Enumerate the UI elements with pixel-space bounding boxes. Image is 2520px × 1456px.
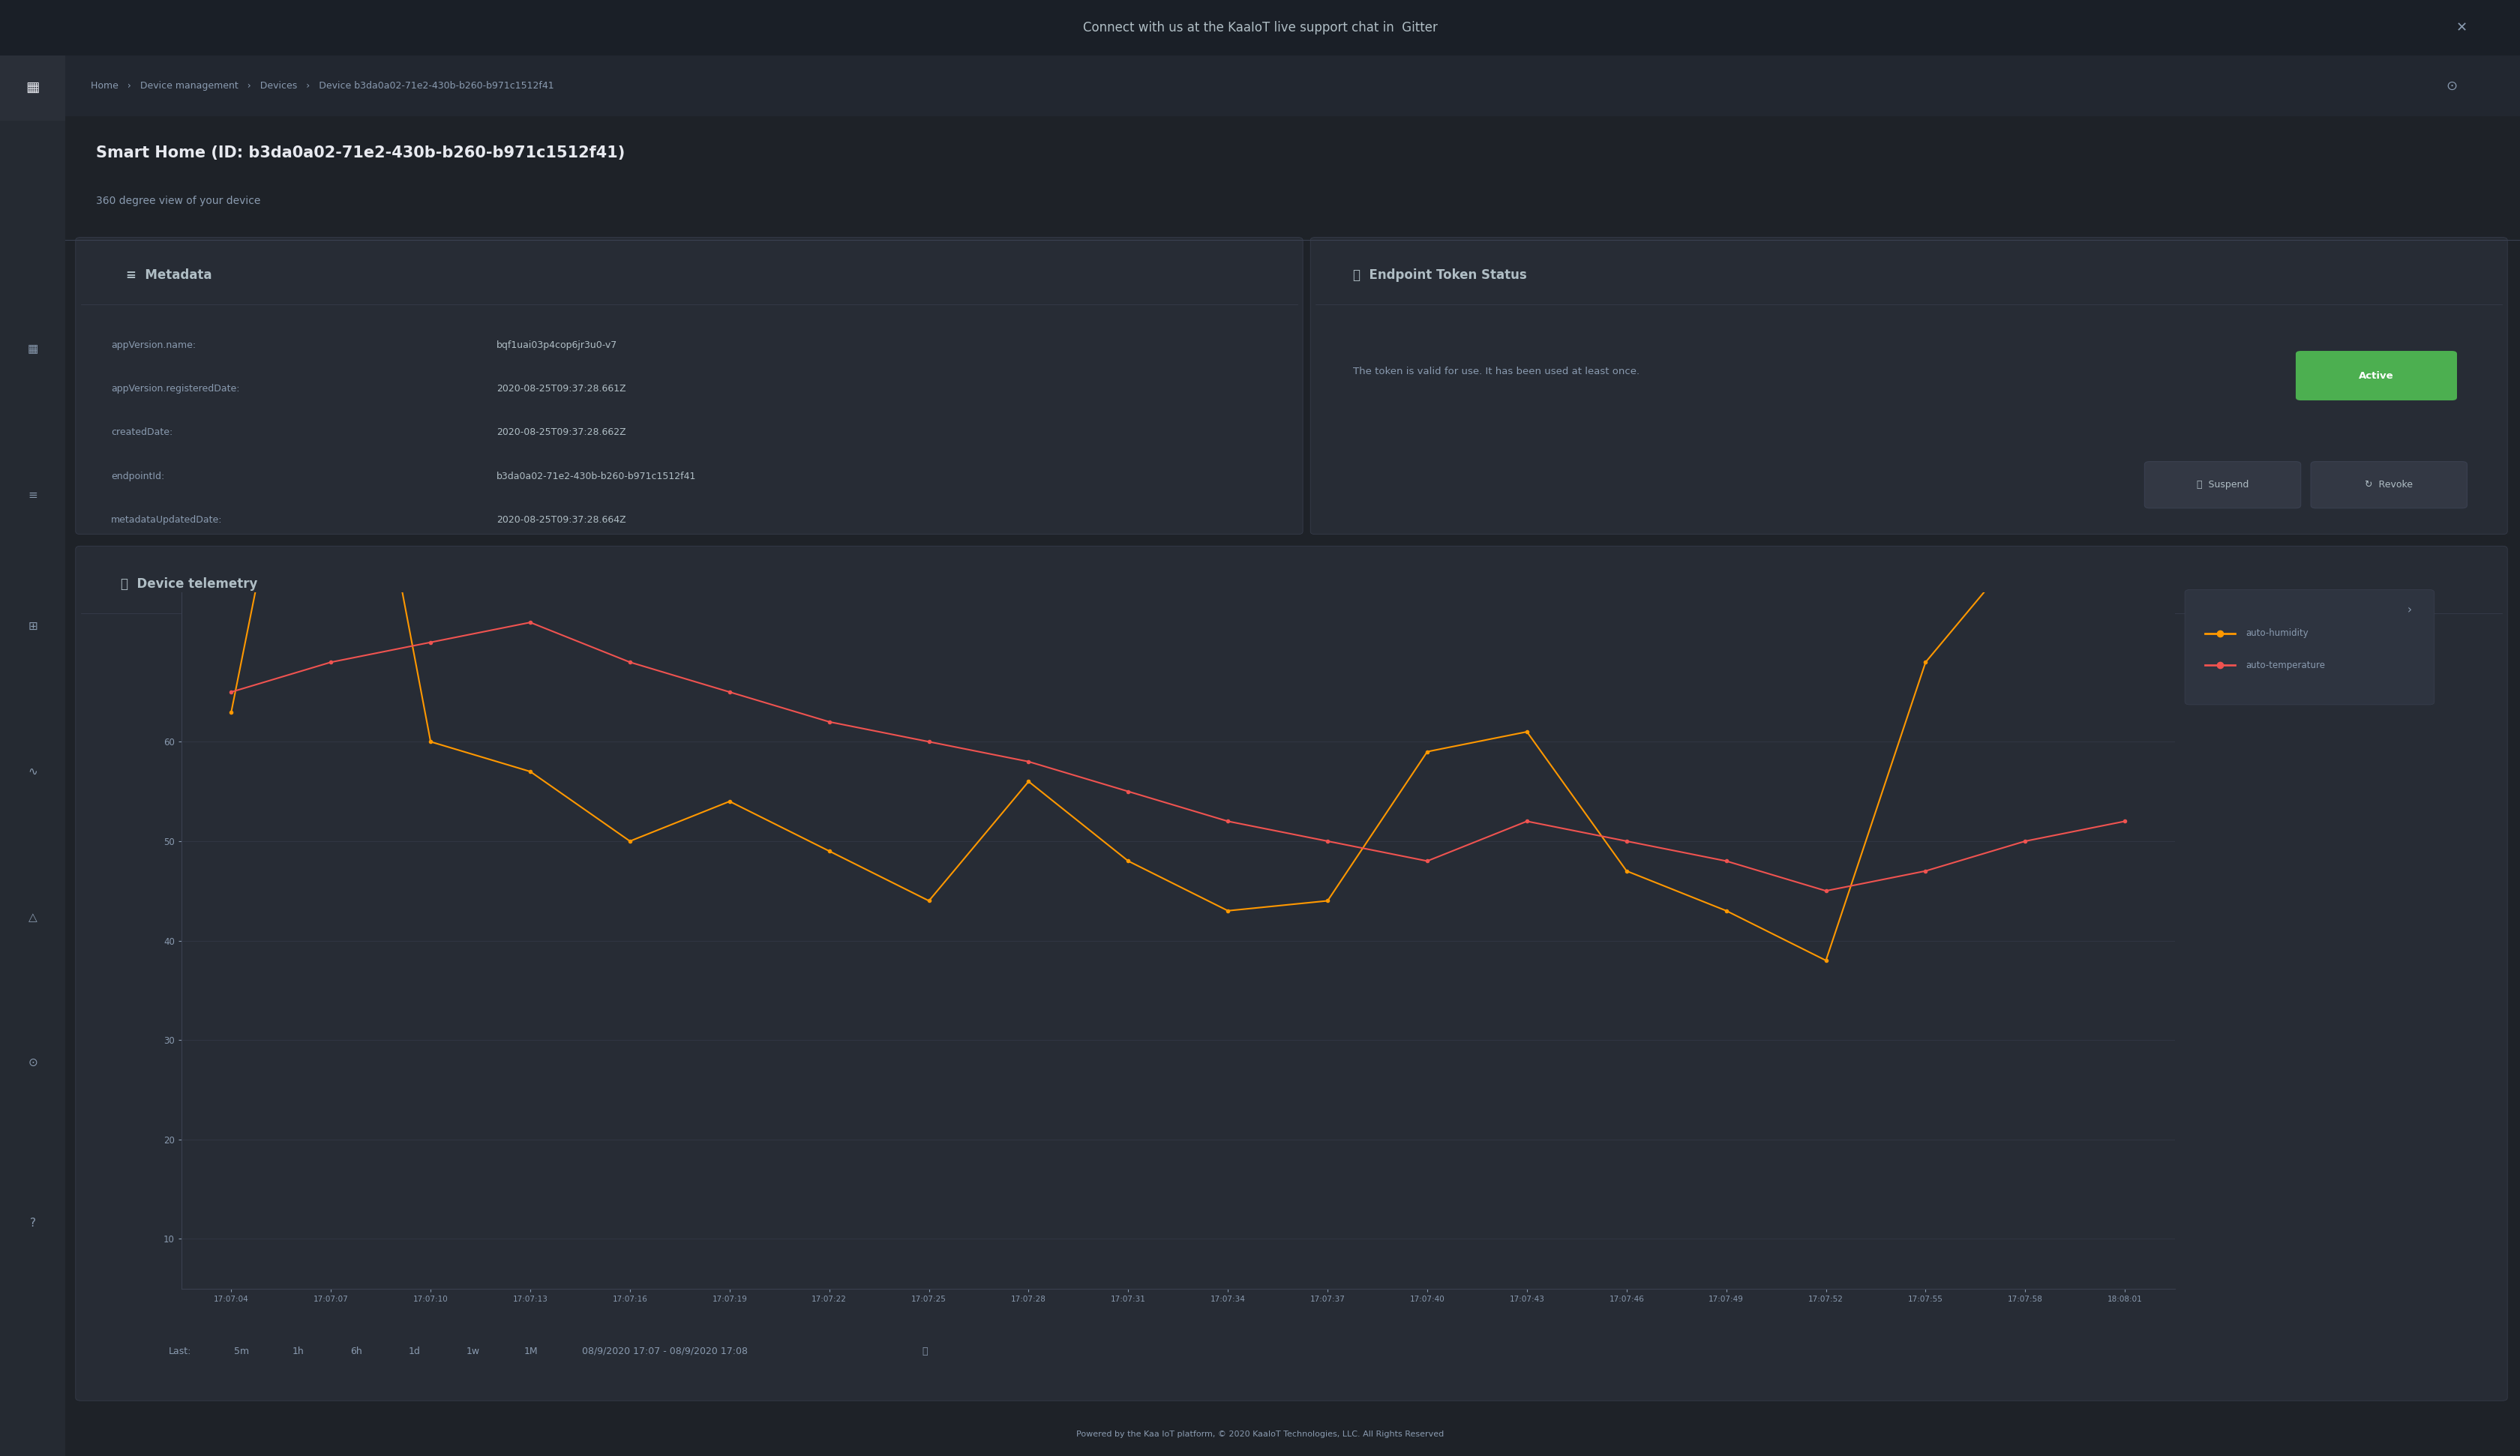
Text: 2020-08-25T09:37:28.661Z: 2020-08-25T09:37:28.661Z <box>496 384 625 393</box>
Text: 2020-08-25T09:37:28.662Z: 2020-08-25T09:37:28.662Z <box>496 428 625 437</box>
Text: Home   ›   Device management   ›   Devices   ›   Device b3da0a02-71e2-430b-b260-: Home › Device management › Devices › Dev… <box>91 82 554 90</box>
Text: 6h: 6h <box>350 1347 363 1356</box>
FancyBboxPatch shape <box>2311 462 2467 508</box>
Text: ∿: ∿ <box>28 766 38 778</box>
Text: ?: ? <box>30 1217 35 1229</box>
Text: 1d: 1d <box>408 1347 421 1356</box>
Text: createdDate:: createdDate: <box>111 428 171 437</box>
FancyBboxPatch shape <box>2296 351 2457 400</box>
Text: bqf1uai03p4cop6jr3u0-v7: bqf1uai03p4cop6jr3u0-v7 <box>496 341 617 349</box>
FancyBboxPatch shape <box>1310 237 2507 534</box>
Bar <box>0 55 66 1456</box>
FancyBboxPatch shape <box>2145 462 2301 508</box>
Text: The token is valid for use. It has been used at least once.: The token is valid for use. It has been … <box>1353 367 1641 376</box>
Text: metadataUpdatedDate:: metadataUpdatedDate: <box>111 515 222 524</box>
Text: ▦: ▦ <box>25 80 40 95</box>
FancyBboxPatch shape <box>2185 590 2434 705</box>
Text: ↻  Revoke: ↻ Revoke <box>2364 480 2414 489</box>
Text: Active: Active <box>2359 371 2394 380</box>
Text: ≡  Metadata: ≡ Metadata <box>126 268 212 282</box>
Text: △: △ <box>28 911 38 923</box>
Text: Powered by the Kaa IoT platform, © 2020 KaaIoT Technologies, LLC. All Rights Res: Powered by the Kaa IoT platform, © 2020 … <box>1076 1430 1444 1439</box>
Text: ⊙: ⊙ <box>28 1057 38 1069</box>
Text: 🔑  Endpoint Token Status: 🔑 Endpoint Token Status <box>1353 268 1527 282</box>
Text: 1h: 1h <box>292 1347 305 1356</box>
Text: 2020-08-25T09:37:28.664Z: 2020-08-25T09:37:28.664Z <box>496 515 625 524</box>
Text: 360 degree view of your device: 360 degree view of your device <box>96 195 260 207</box>
Bar <box>66 55 2520 116</box>
Text: appVersion.registeredDate:: appVersion.registeredDate: <box>111 384 239 393</box>
Text: Connect with us at the KaaIoT live support chat in  Gitter: Connect with us at the KaaIoT live suppo… <box>1084 20 1436 35</box>
Text: ▦: ▦ <box>28 344 38 355</box>
Text: endpointId:: endpointId: <box>111 472 164 480</box>
Text: ⊙: ⊙ <box>2447 79 2457 93</box>
Text: 08/9/2020 17:07 - 08/9/2020 17:08: 08/9/2020 17:07 - 08/9/2020 17:08 <box>582 1347 748 1356</box>
Text: ⊞: ⊞ <box>28 620 38 632</box>
Text: ›: › <box>2407 604 2412 616</box>
Text: Smart Home (ID: b3da0a02-71e2-430b-b260-b971c1512f41): Smart Home (ID: b3da0a02-71e2-430b-b260-… <box>96 146 625 160</box>
Bar <box>0 0 2520 55</box>
Text: 1w: 1w <box>466 1347 479 1356</box>
Text: ≡: ≡ <box>28 489 38 501</box>
FancyBboxPatch shape <box>76 237 1303 534</box>
Bar <box>0 55 66 121</box>
Text: ✕: ✕ <box>2457 20 2467 35</box>
Text: appVersion.name:: appVersion.name: <box>111 341 197 349</box>
Text: 1M: 1M <box>524 1347 539 1356</box>
Text: auto-humidity: auto-humidity <box>2245 629 2308 638</box>
Text: 📅: 📅 <box>922 1347 927 1356</box>
Text: auto-temperature: auto-temperature <box>2245 661 2326 670</box>
Text: 5m: 5m <box>234 1347 249 1356</box>
Text: b3da0a02-71e2-430b-b260-b971c1512f41: b3da0a02-71e2-430b-b260-b971c1512f41 <box>496 472 696 480</box>
Text: Last:: Last: <box>169 1347 192 1356</box>
FancyBboxPatch shape <box>76 546 2507 1401</box>
Text: ⏸  Suspend: ⏸ Suspend <box>2197 480 2248 489</box>
Text: 📈  Device telemetry: 📈 Device telemetry <box>121 577 257 591</box>
